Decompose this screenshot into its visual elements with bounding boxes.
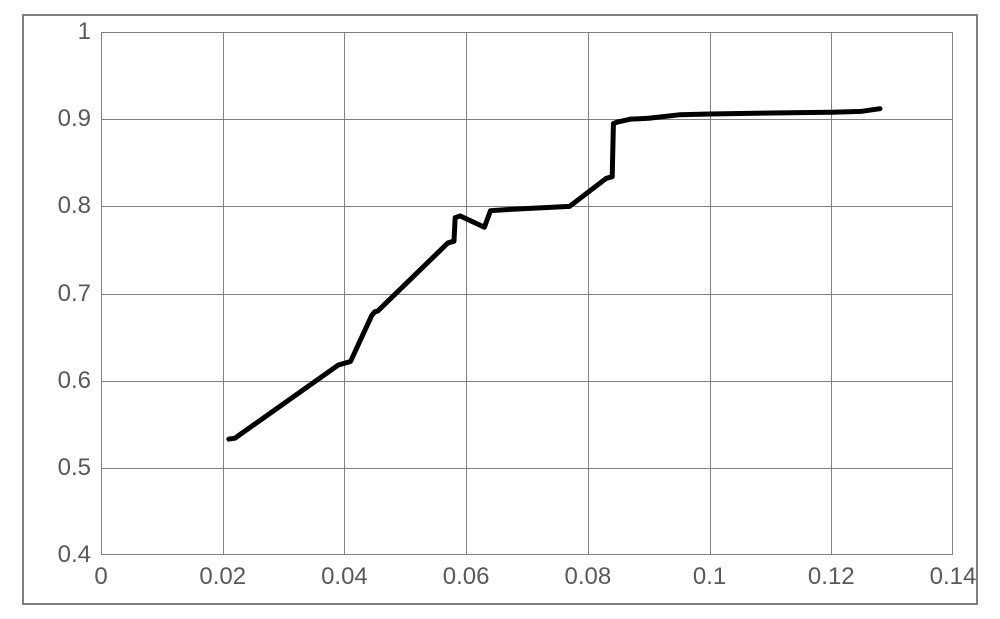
data-line — [0, 0, 1000, 619]
series-line — [229, 109, 880, 439]
